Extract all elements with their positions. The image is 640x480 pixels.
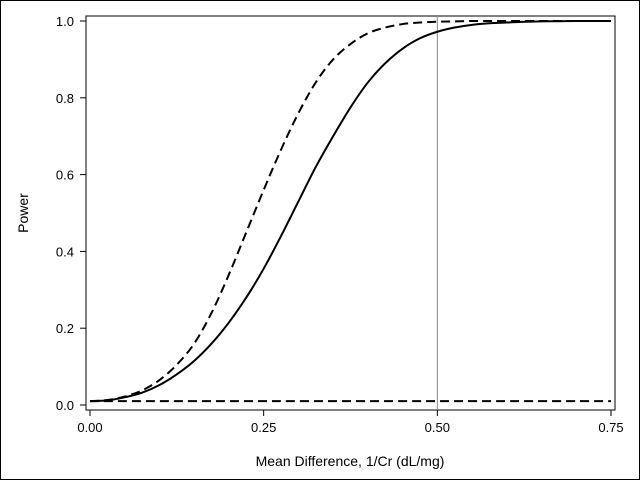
y-tick-label: 0.8 bbox=[56, 91, 74, 106]
y-tick-label: 0.4 bbox=[56, 244, 74, 259]
x-tick-label: 0.75 bbox=[598, 420, 623, 435]
x-tick-label: 0.00 bbox=[77, 420, 102, 435]
x-axis: 0.00 0.25 0.50 0.75 bbox=[77, 410, 624, 435]
series-layer bbox=[89, 19, 611, 403]
y-tick-label: 0.2 bbox=[56, 321, 74, 336]
y-axis-label: Power bbox=[15, 193, 31, 233]
y-tick-label: 1.0 bbox=[56, 14, 74, 29]
y-axis: 0.0 0.2 0.4 0.6 0.8 1.0 bbox=[56, 14, 86, 413]
x-tick-label: 0.25 bbox=[251, 420, 276, 435]
x-axis-label: Mean Difference, 1/Cr (dL/mg) bbox=[256, 453, 445, 469]
power-dashed-line bbox=[89, 19, 611, 403]
y-tick-label: 0.0 bbox=[56, 398, 74, 413]
plot-area-frame bbox=[85, 15, 616, 411]
x-tick-label: 0.50 bbox=[425, 420, 450, 435]
y-tick-label: 0.6 bbox=[56, 168, 74, 183]
power-solid-line bbox=[89, 19, 611, 403]
